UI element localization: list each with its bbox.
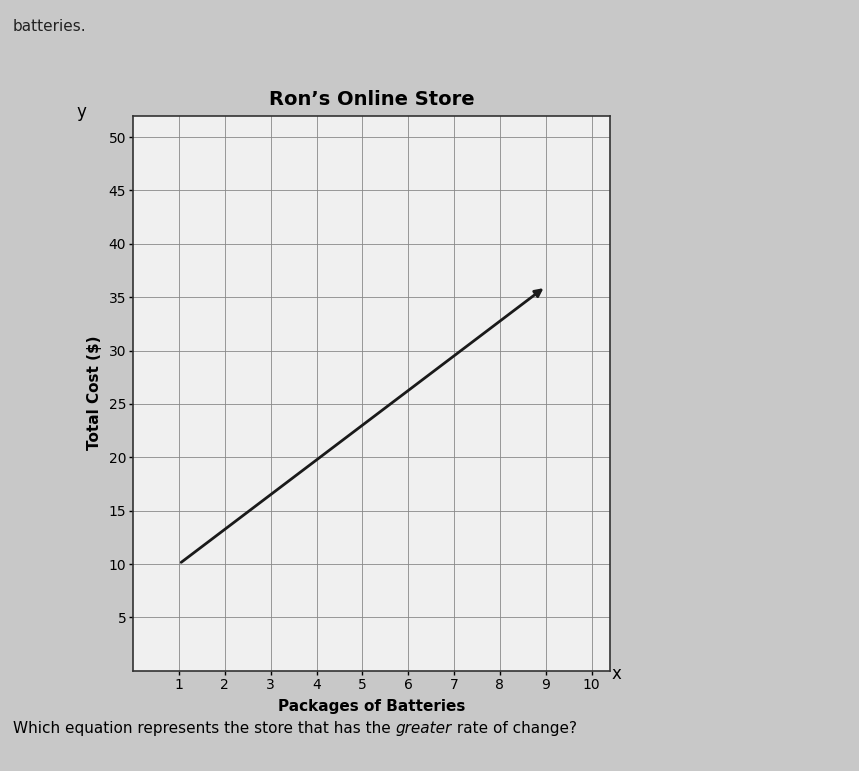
Title: Ron’s Online Store: Ron’s Online Store [269, 89, 474, 109]
Y-axis label: Total Cost ($): Total Cost ($) [87, 336, 101, 450]
Text: Which equation represents the store that has the: Which equation represents the store that… [13, 721, 395, 736]
Text: batteries.: batteries. [13, 19, 87, 34]
X-axis label: Packages of Batteries: Packages of Batteries [277, 699, 466, 714]
Text: y: y [76, 103, 87, 121]
Text: x: x [612, 665, 622, 683]
Text: greater: greater [395, 721, 452, 736]
Text: rate of change?: rate of change? [452, 721, 576, 736]
